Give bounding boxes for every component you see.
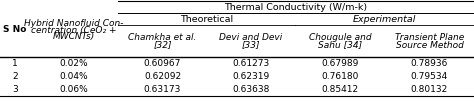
Text: [33]: [33] <box>242 41 260 49</box>
Text: MWCNTs): MWCNTs) <box>53 32 95 41</box>
Text: 0.62092: 0.62092 <box>144 72 181 81</box>
Text: 0.80132: 0.80132 <box>411 85 448 94</box>
Text: Devi and Devi: Devi and Devi <box>219 33 283 42</box>
Text: Chougule and: Chougule and <box>309 33 371 42</box>
Text: Thermal Conductivity (W/m-k): Thermal Conductivity (W/m-k) <box>224 3 367 12</box>
Text: Transient Plane: Transient Plane <box>395 33 464 42</box>
Text: Source Method: Source Method <box>396 41 464 49</box>
Text: 1: 1 <box>12 59 18 68</box>
Text: Hybrid Nanofluid Con-: Hybrid Nanofluid Con- <box>24 19 124 28</box>
Text: 0.63638: 0.63638 <box>232 85 270 94</box>
Text: 0.06%: 0.06% <box>60 85 88 94</box>
Text: 2: 2 <box>12 72 18 81</box>
Text: 0.02%: 0.02% <box>60 59 88 68</box>
Text: Sahu [34]: Sahu [34] <box>318 41 362 49</box>
Text: Theoretical: Theoretical <box>180 15 233 24</box>
Text: Chamkha et al.: Chamkha et al. <box>128 33 197 42</box>
Text: Experimental: Experimental <box>353 15 416 24</box>
Text: 0.63173: 0.63173 <box>144 85 181 94</box>
Text: 0.79534: 0.79534 <box>411 72 448 81</box>
Text: centration (CeO₂ +: centration (CeO₂ + <box>31 25 117 35</box>
Text: 0.85412: 0.85412 <box>321 85 358 94</box>
Text: 0.61273: 0.61273 <box>232 59 270 68</box>
Text: [32]: [32] <box>153 41 172 49</box>
Text: 0.60967: 0.60967 <box>144 59 181 68</box>
Text: 0.67989: 0.67989 <box>321 59 359 68</box>
Text: 0.04%: 0.04% <box>60 72 88 81</box>
Text: S No: S No <box>3 25 27 34</box>
Text: 0.76180: 0.76180 <box>321 72 359 81</box>
Text: 3: 3 <box>12 85 18 94</box>
Text: 0.78936: 0.78936 <box>411 59 448 68</box>
Text: 0.62319: 0.62319 <box>232 72 270 81</box>
